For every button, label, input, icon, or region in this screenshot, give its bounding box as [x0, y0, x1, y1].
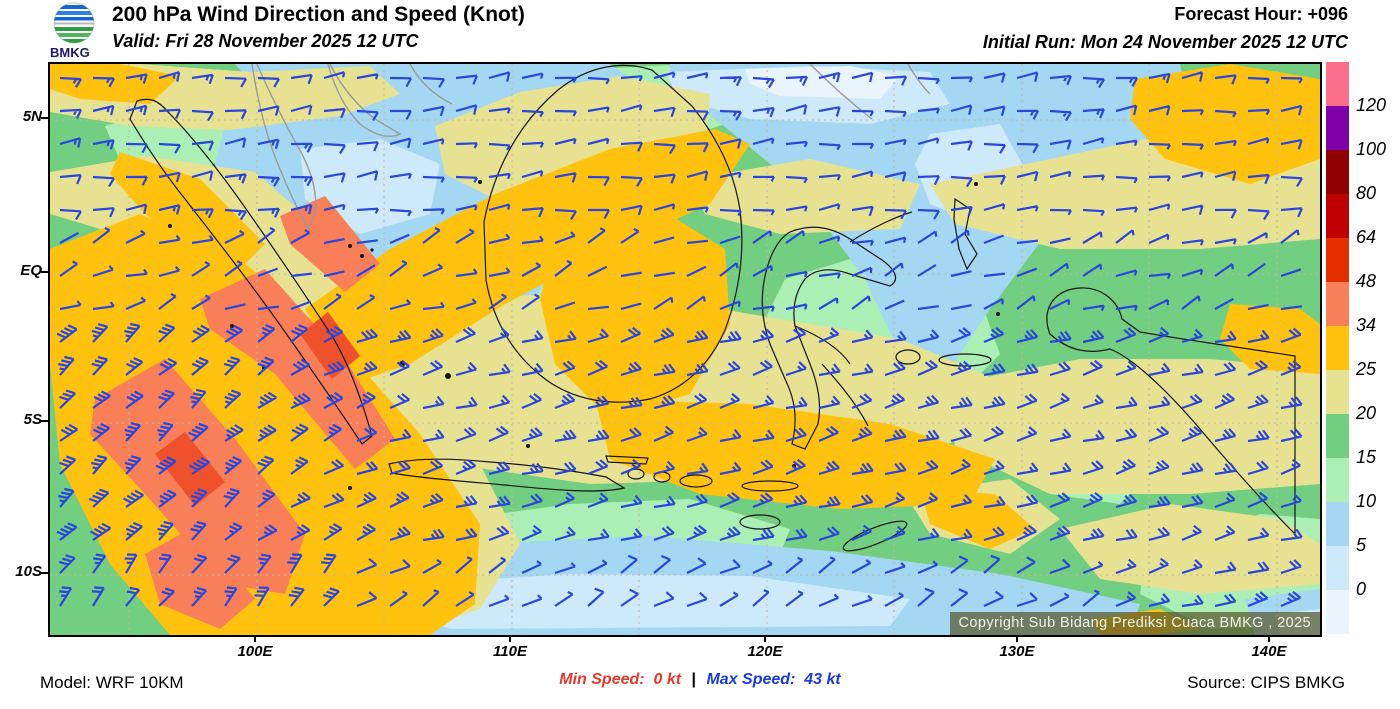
valid-time-label: Valid: Fri 28 November 2025 12 UTC	[112, 31, 419, 51]
lon-label: 120E	[747, 643, 783, 660]
colorbar-label: 15	[1356, 447, 1377, 467]
max-speed-label: Max Speed: 43 kt	[706, 671, 841, 688]
colorbar-segment	[1326, 194, 1349, 238]
lon-label: 100E	[237, 643, 273, 660]
lat-label: 5S	[23, 411, 42, 428]
colorbar-segment	[1326, 62, 1349, 106]
colorbar-label: 120	[1356, 95, 1387, 115]
copyright-bar: Copyright Sub Bidang Prediksi Cuaca BMKG…	[949, 612, 1320, 635]
coastline-foreign	[251, 64, 931, 231]
colorbar-segment	[1326, 458, 1349, 502]
bmkg-logo: BMKG	[50, 2, 95, 59]
colorbar-segment	[1326, 150, 1349, 194]
lat-tick	[41, 271, 48, 273]
lon-tick	[1268, 635, 1270, 642]
coastline-indonesia	[129, 64, 1296, 552]
min-speed-label: Min Speed: 0 kt	[559, 671, 682, 688]
colorbar-label: 80	[1356, 183, 1377, 203]
lat-tick	[41, 420, 48, 422]
lon-label: 110E	[493, 643, 527, 660]
colorbar-label: 10	[1356, 491, 1377, 511]
initial-run-label: Initial Run: Mon 24 November 2025 12 UTC	[982, 32, 1348, 52]
speed-band-max	[155, 312, 360, 506]
colorbar-segment	[1326, 546, 1349, 590]
source-label: Source: CIPS BMKG	[1187, 673, 1345, 692]
colorbar-label: 48	[1356, 271, 1377, 291]
colorbar-segment	[1326, 414, 1349, 458]
colorbar-segment	[1326, 326, 1349, 370]
lon-tick	[764, 635, 766, 642]
lon-tick	[509, 635, 511, 642]
wind-map: Copyright Sub Bidang Prediksi Cuaca BMKG…	[48, 62, 1322, 637]
lat-label: 10S	[15, 563, 42, 580]
lon-label: 130E	[999, 643, 1035, 660]
colorbar-label: 20	[1356, 403, 1377, 423]
forecast-hour-label: Forecast Hour: +096	[1174, 4, 1348, 24]
speed-band-below-0	[745, 66, 900, 99]
colorbar	[1326, 62, 1349, 634]
lon-label: 140E	[1251, 643, 1287, 660]
colorbar-label: 0	[1356, 579, 1367, 599]
colorbar-segment	[1326, 502, 1349, 546]
colorbar-label: 64	[1356, 227, 1377, 247]
colorbar-label: 25	[1356, 359, 1377, 379]
lon-tick	[1016, 635, 1018, 642]
min-max-separator: |	[691, 671, 697, 688]
speed-summary: Min Speed: 0 kt | Max Speed: 43 kt	[559, 671, 840, 689]
colorbar-segment	[1326, 282, 1349, 326]
page-title: 200 hPa Wind Direction and Speed (Knot)	[112, 3, 525, 26]
wind-map-canvas	[50, 64, 1320, 635]
lat-tick	[41, 117, 48, 119]
lat-label: EQ	[20, 262, 42, 279]
lat-tick	[41, 572, 48, 574]
colorbar-label: 100	[1356, 139, 1387, 159]
model-label: Model: WRF 10KM	[40, 673, 184, 692]
colorbar-segment	[1326, 370, 1349, 414]
small-islands	[168, 180, 1000, 490]
wind-barbs	[56, 71, 1303, 608]
colorbar-label: 34	[1356, 315, 1377, 335]
colorbar-segment	[1326, 106, 1349, 150]
colorbar-segment	[1326, 590, 1349, 634]
lon-tick	[254, 635, 256, 642]
lat-label: 5N	[22, 108, 42, 125]
colorbar-segment	[1326, 238, 1349, 282]
logo-text: BMKG	[50, 45, 90, 59]
colorbar-label: 5	[1356, 535, 1367, 555]
